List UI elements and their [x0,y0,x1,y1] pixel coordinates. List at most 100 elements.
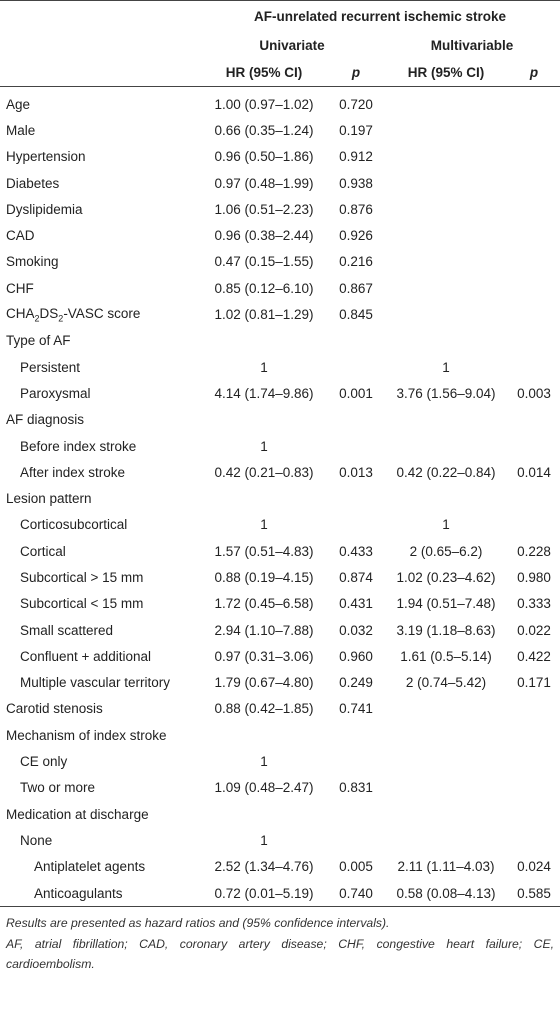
multivariable-hr-cell [384,827,508,853]
multivariable-hr-cell [384,801,508,827]
univariate-hr-cell: 1.06 (0.51–2.23) [214,201,314,217]
table-row: CAD 0.96 (0.38–2.44) 0.926 [0,222,560,248]
table-row: After index stroke 0.42 (0.21–0.83) 0.013 0… [0,459,560,485]
multivariable-p-cell [508,275,560,301]
multivariable-p-cell: 0.228 [517,543,551,559]
multivariable-p-cell [508,407,560,433]
univariate-p-cell: 0.032 [339,622,373,638]
univariate-hr-cell: 1.79 (0.67–4.80) [214,675,314,691]
multivariable-p-cell [508,328,560,354]
row-label: None [20,832,53,848]
row-label: Multiple vascular territory [20,675,171,691]
multivariable-hr-cell [384,301,508,327]
univariate-header: Univariate [259,37,325,53]
univariate-p-cell [328,512,384,538]
univariate-hr-cell: 4.14 (1.74–9.86) [214,385,314,401]
univariate-hr-cell: 1.00 (0.97–1.02) [214,96,314,112]
univariate-hr-cell: 2.94 (1.10–7.88) [214,622,314,638]
univariate-p-cell: 0.216 [339,254,373,270]
multivariable-p-cell [508,512,560,538]
multivariable-hr-cell [384,775,508,801]
table-row: Dyslipidemia 1.06 (0.51–2.23) 0.876 [0,196,560,222]
multivariable-hr-cell: 3.76 (1.56–9.04) [396,385,496,401]
univariate-hr-cell [200,722,328,748]
multivariable-hr-cell: 1.02 (0.23–4.62) [396,569,496,585]
univariate-p-cell: 0.867 [339,280,373,296]
multivariable-hr-cell [384,196,508,222]
hazard-ratio-table: AF-unrelated recurrent ischemic stroke U… [0,0,560,908]
table-row: Confluent + additional 0.97 (0.31–3.06) 0.… [0,643,560,669]
multivariable-hr-cell: 2.11 (1.11–4.03) [397,859,495,875]
multivariable-p-cell: 0.980 [517,569,551,585]
univariate-p-cell: 0.741 [339,701,373,717]
multivariable-p-cell: 0.014 [517,464,551,480]
multivariable-p-cell: 0.422 [517,648,551,664]
row-label: Diabetes [6,175,60,191]
row-label: After index stroke [20,464,126,480]
multivariable-p-cell [508,801,560,827]
univariate-hr-cell: 1.57 (0.51–4.83) [214,543,314,559]
group-title: AF-unrelated recurrent ischemic stroke [200,0,560,32]
row-label: CHF [6,280,34,296]
multivariable-hr-cell [384,485,508,511]
multivariable-p-cell [508,170,560,196]
table-row: Anticoagulants 0.72 (0.01–5.19) 0.740 0.58 … [0,879,560,908]
table-row: Medication at discharge [0,801,560,827]
multivariable-hr-cell: 1.61 (0.5–5.14) [400,648,492,664]
univariate-hr-cell: 0.88 (0.19–4.15) [214,569,314,585]
row-label: Small scattered [20,622,114,638]
table-row: CE only 1 [0,748,560,774]
row-label: Hypertension [6,149,86,165]
table-body: Age 1.00 (0.97–1.02) 0.720 Male 0.66 (0.35–1… [0,87,560,908]
multivariable-hr-cell [384,407,508,433]
table-row: Subcortical < 15 mm 1.72 (0.45–6.58) 0.431… [0,591,560,617]
table-row: Subcortical > 15 mm 0.88 (0.19–4.15) 0.874… [0,564,560,590]
multivariable-p-cell [508,87,560,118]
row-label: Medication at discharge [6,806,149,822]
multivariable-p-cell: 0.333 [517,596,551,612]
footnote-results: Results are presented as hazard ratios a… [6,916,390,931]
multivariable-hr-cell [384,144,508,170]
univariate-hr-cell: 1.02 (0.81–1.29) [214,307,314,323]
table-row: Cortical 1.57 (0.51–4.83) 0.433 2 (0.65–6.2… [0,538,560,564]
univariate-p-cell: 0.197 [339,122,373,138]
row-label: CAD [6,228,35,244]
univariate-hr-cell: 0.97 (0.31–3.06) [214,648,314,664]
multivariable-hr-cell [384,249,508,275]
multivariable-p-cell: 0.585 [508,879,560,908]
multivariable-p-cell [508,117,560,143]
row-label: Smoking [6,254,59,270]
multivariable-p-cell: 0.171 [517,675,551,691]
univariate-hr-cell: 1.09 (0.48–2.47) [214,780,314,796]
univariate-hr-cell: 1 [260,832,268,848]
table-row: CHF 0.85 (0.12–6.10) 0.867 [0,275,560,301]
multivariable-hr-cell [384,722,508,748]
table-row: Carotid stenosis 0.88 (0.42–1.85) 0.741 [0,696,560,722]
table-row: Small scattered 2.94 (1.10–7.88) 0.032 3.19… [0,617,560,643]
univariate-hr-cell: 1 [260,359,268,375]
univariate-p-cell: 0.831 [339,780,373,796]
table-row: Before index stroke 1 [0,433,560,459]
row-label: Corticosubcortical [20,517,128,533]
empty-corner [0,0,200,32]
row-label: Lesion pattern [6,491,92,507]
table-row: Corticosubcortical 1 1 [0,512,560,538]
row-label: CE only [20,754,68,770]
row-label: Confluent + additional [20,648,151,664]
row-label: Cortical [20,543,66,559]
table-row: Age 1.00 (0.97–1.02) 0.720 [0,87,560,118]
multivariable-p-cell [508,485,560,511]
multivariable-p-cell [508,775,560,801]
multivariable-p-cell [508,696,560,722]
univariate-hr-cell: 2.52 (1.34–4.76) [214,859,314,875]
multivariable-hr-cell [384,87,508,118]
multivariable-hr-cell [384,170,508,196]
multivariable-hr-cell: 2 (0.65–6.2) [409,543,483,559]
row-label: Before index stroke [20,438,137,454]
univariate-p-cell: 0.433 [339,543,373,559]
univariate-hr-cell: 1 [260,438,268,454]
univariate-p-cell: 0.938 [339,175,373,191]
univariate-p-cell: 0.912 [339,149,373,165]
multivariable-header: Multivariable [430,37,514,53]
multivariable-hr-cell [384,696,508,722]
